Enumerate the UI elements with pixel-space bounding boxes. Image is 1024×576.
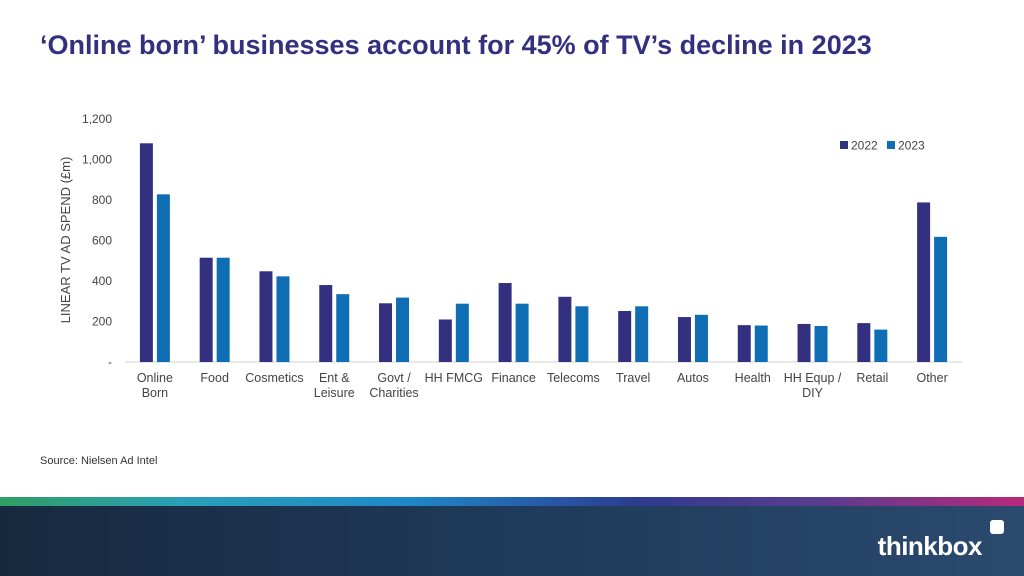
bar-2022 — [917, 202, 931, 362]
y-tick-label: 1,200 — [82, 112, 112, 126]
x-tick-label: Retail — [856, 371, 888, 385]
bar-2022 — [319, 285, 333, 362]
x-tick-label: Born — [142, 386, 168, 400]
bar-2022 — [737, 325, 751, 362]
bar-2022 — [139, 143, 153, 362]
y-tick-label: 400 — [92, 274, 112, 288]
bar-2023 — [635, 306, 649, 362]
bar-2023 — [515, 303, 529, 362]
x-tick-label: Online — [137, 371, 173, 385]
legend-swatch-2022 — [840, 141, 848, 149]
x-tick-label: Travel — [616, 371, 650, 385]
bar-2023 — [874, 329, 888, 362]
y-tick-label: 600 — [92, 234, 112, 248]
brand-color-strip — [0, 497, 1024, 506]
chart-title: ‘Online born’ businesses account for 45%… — [40, 30, 872, 60]
bar-2022 — [259, 271, 273, 362]
x-tick-label: Telecoms — [547, 371, 600, 385]
bar-2023 — [575, 306, 589, 362]
source-note: Source: Nielsen Ad Intel — [40, 455, 158, 467]
bar-2023 — [814, 325, 828, 362]
x-tick-label: Food — [200, 371, 229, 385]
bar-2022 — [558, 296, 572, 362]
y-tick-label: 200 — [92, 315, 112, 329]
bar-2023 — [336, 294, 350, 362]
bar-2022 — [618, 310, 632, 362]
x-tick-label: Charities — [369, 386, 418, 400]
x-tick-label: Autos — [677, 371, 709, 385]
bar-2022 — [677, 317, 691, 362]
bar-2023 — [754, 325, 768, 362]
y-tick-label: 800 — [92, 193, 112, 207]
legend-label-2023: 2023 — [898, 139, 925, 153]
x-tick-label: Cosmetics — [245, 371, 303, 385]
bar-2023 — [156, 194, 170, 362]
x-tick-label: Ent & — [319, 371, 350, 385]
bar-2023 — [396, 297, 410, 362]
logo-square-icon — [990, 520, 1004, 534]
y-tick-label: 1,000 — [82, 153, 112, 167]
y-tick-label: - — [108, 355, 112, 369]
x-tick-label: Health — [735, 371, 771, 385]
bar-2023 — [216, 257, 230, 362]
x-tick-label: Leisure — [314, 386, 355, 400]
x-tick-label: Govt / — [377, 371, 411, 385]
x-tick-label: Finance — [491, 371, 536, 385]
bar-2022 — [379, 303, 393, 362]
y-axis-label: LINEAR TV AD SPEND (£m) — [58, 157, 73, 324]
bar-2022 — [498, 283, 512, 362]
bar-2023 — [276, 276, 290, 362]
bar-2022 — [199, 257, 213, 362]
bar-2023 — [694, 314, 708, 362]
x-tick-label: DIY — [802, 386, 824, 400]
x-tick-label: Other — [916, 371, 947, 385]
x-tick-label: HH FMCG — [425, 371, 483, 385]
bar-2023 — [455, 303, 469, 362]
thinkbox-logo: thinkbox — [877, 531, 983, 561]
bar-2022 — [857, 323, 871, 362]
bar-2023 — [934, 236, 948, 362]
bar-chart: LINEAR TV AD SPEND (£m) - 200 400 600 800 1,00… — [58, 112, 962, 400]
footer-bar: thinkbox — [0, 506, 1024, 576]
bar-2022 — [797, 323, 811, 362]
x-tick-label: HH Equp / — [784, 371, 842, 385]
legend-swatch-2023 — [887, 141, 895, 149]
bar-2022 — [438, 319, 452, 362]
legend-label-2022: 2022 — [851, 139, 878, 153]
